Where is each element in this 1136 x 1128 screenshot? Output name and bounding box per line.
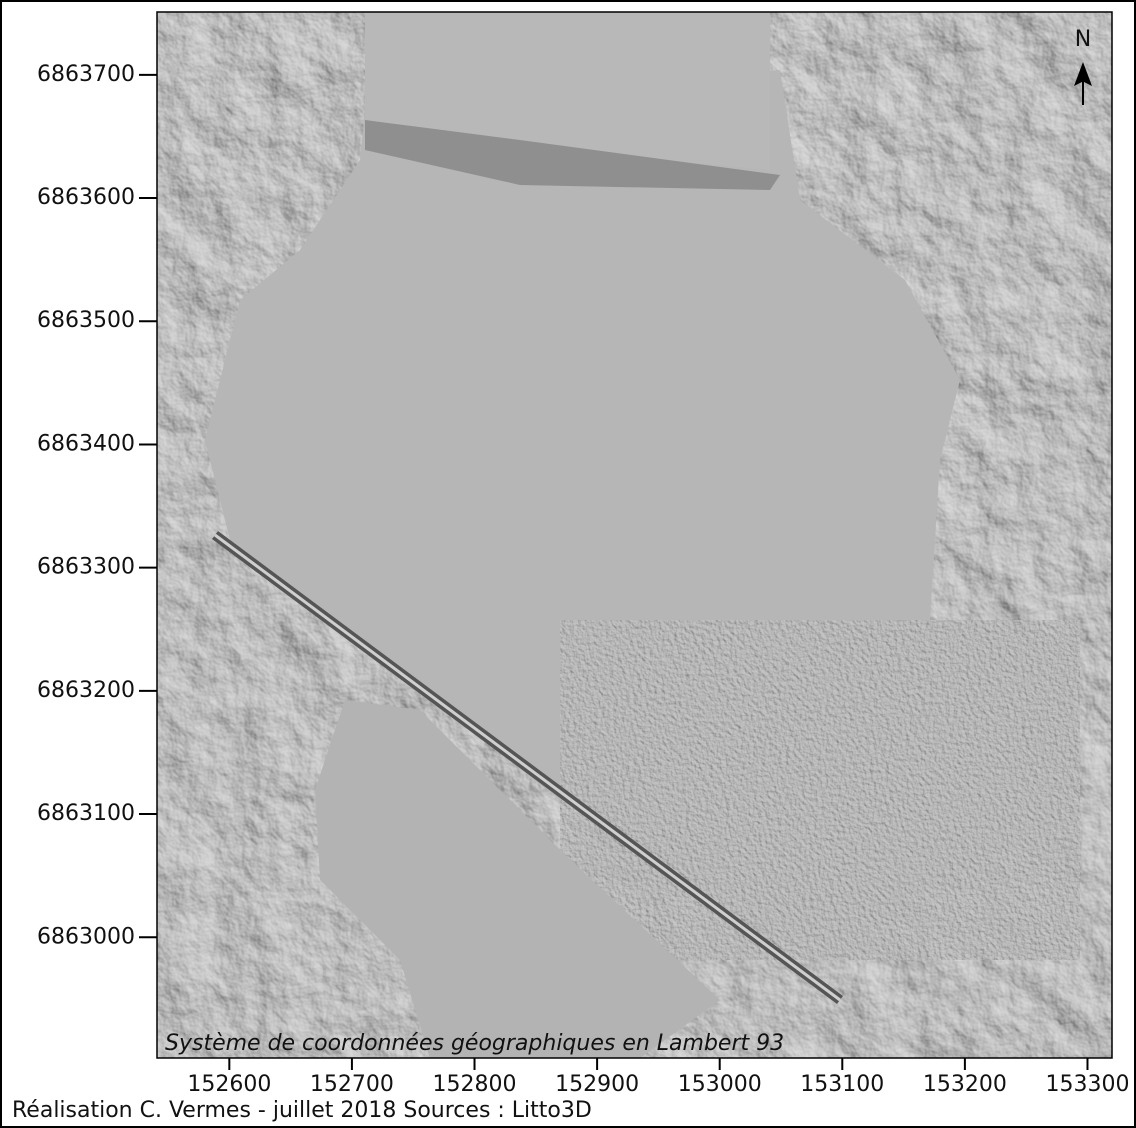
- x-tick-label: 153300: [1045, 1072, 1129, 1097]
- coordinate-note: Système de coordonnées géographiques en …: [165, 1031, 784, 1056]
- x-tick-label: 152900: [555, 1072, 639, 1097]
- y-tick-label: 6863300: [37, 555, 135, 580]
- x-tick-label: 152700: [310, 1072, 394, 1097]
- y-tick-label: 6863400: [37, 431, 135, 456]
- lagoon: [315, 700, 720, 1058]
- north-label: N: [1075, 27, 1091, 52]
- reed-bed: [560, 620, 1080, 960]
- dike-north: [365, 120, 780, 190]
- map-frame: [156, 11, 1113, 1059]
- credit: Réalisation C. Vermes - juillet 2018 Sou…: [12, 1098, 592, 1123]
- x-tick-label: 153000: [678, 1072, 762, 1097]
- x-tick-label: 153200: [923, 1072, 1007, 1097]
- north-arrow: N: [1074, 27, 1092, 105]
- x-tick-label: 152800: [433, 1072, 517, 1097]
- hillshade: [157, 12, 1112, 1058]
- dike-top: [214, 533, 841, 1002]
- y-tick-label: 6863200: [37, 678, 135, 703]
- x-tick-label: 152600: [187, 1072, 271, 1097]
- y-tick-label: 6863100: [37, 801, 135, 826]
- y-tick-label: 6863000: [37, 924, 135, 949]
- y-tick-label: 6863500: [37, 308, 135, 333]
- north-flat: [365, 12, 770, 170]
- x-tick-label: 153100: [800, 1072, 884, 1097]
- y-tick-label: 6863700: [37, 62, 135, 87]
- y-tick-label: 6863600: [37, 185, 135, 210]
- north-arrow-shape: [1074, 62, 1092, 105]
